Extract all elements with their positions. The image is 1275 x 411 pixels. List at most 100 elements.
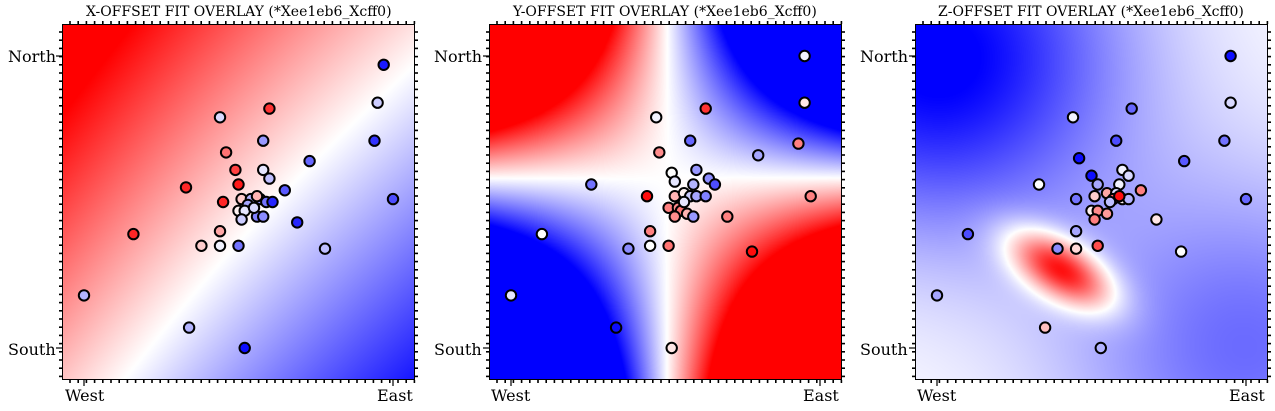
chart-title: X-OFFSET FIT OVERLAY (*Xee1eb6_Xcff0) [86,4,392,20]
x-tick-label-west: West [917,386,957,405]
scatter-point [1218,134,1231,147]
scatter-point [127,227,140,241]
scatter-point [643,239,657,253]
scatter-point [798,96,811,109]
scatter-point [1224,49,1237,63]
scatter-point [930,289,944,302]
scatter-point [792,137,805,150]
y-tick-label-south: South [8,340,56,359]
scatter-point [266,195,279,209]
scatter-point [643,225,657,238]
x-tick-label-east: East [803,386,839,405]
scatter-point [213,239,227,253]
scatter-point [609,321,623,334]
scatter-point [684,134,697,147]
axis-ticks [483,21,845,386]
scatter-points [77,58,400,355]
scatter-point [238,341,251,355]
scatter-point [687,178,700,191]
scatter-point [1239,192,1253,206]
scatter-point [585,178,598,191]
scatter-point [377,58,390,71]
axis-ticks [56,21,418,386]
background-field [489,24,842,380]
scatter-point [257,163,270,177]
plot-area[interactable] [62,24,415,380]
scatter-point [371,96,384,109]
scatter-point [1051,242,1064,255]
y-tick-label-north: North [434,47,483,66]
axis-ticks [909,21,1271,386]
scatter-point [1224,96,1237,109]
scatter-point [1038,321,1052,334]
scatter-point [1100,207,1114,220]
scatter-point [1032,178,1046,191]
scatter-point [504,289,518,302]
y-tick-label-south: South [860,340,908,359]
scatter-point [1091,239,1104,253]
scatter-point [257,210,270,223]
scatter-point [257,134,270,147]
scatter-point [961,227,975,241]
chart-title: Y-OFFSET FIT OVERLAY (*Xee1eb6_Xcff0) [513,4,817,20]
scatter-point [677,195,691,209]
scatter-point [1150,213,1163,226]
scatter-point [1072,152,1086,165]
x-tick-label-east: East [377,386,413,405]
x-tick-label-east: East [1229,386,1265,405]
plot-area[interactable] [489,24,842,380]
scatter-point [640,190,654,203]
scatter-point [1085,169,1098,182]
scatter-point [77,289,91,302]
scatter-point [1088,190,1101,203]
scatter-point [622,242,635,255]
scatter-point [1122,169,1135,182]
chart-title: Z-OFFSET FIT OVERLAY (*Xee1eb6_Xcff0) [938,4,1244,20]
scatter-point [386,192,400,206]
scatter-point [1113,190,1126,203]
scatter-point [195,239,208,253]
scatter-point [1110,134,1123,147]
scatter-point [1091,178,1104,191]
plot-area[interactable] [915,24,1268,380]
scatter-point [690,163,703,177]
scatter-point [229,163,242,177]
scatter-point [235,213,248,226]
scatter-point [278,184,292,197]
scatter-points [504,49,817,355]
scatter-point [263,172,276,185]
scatter-point [303,154,316,168]
scatter-point [291,216,304,229]
x-tick-label-west: West [65,386,105,405]
scatter-point [318,242,332,255]
scatter-point [1134,184,1148,197]
scatter-point [535,227,549,241]
scatter-point [1094,341,1108,355]
scatter-point [179,181,193,194]
scatter-point [232,178,245,191]
scatter-point [804,190,817,203]
scatter-point [650,111,663,124]
scatter-point [662,239,675,253]
scatter-point [219,146,233,159]
y-tick-label-south: South [434,340,482,359]
scatter-point [182,321,196,334]
scatter-point [232,239,245,253]
scatter-point [1174,245,1188,258]
scatter-point [1069,242,1083,255]
x-tick-label-west: West [491,386,531,405]
scatter-point [1088,213,1101,226]
scatter-point [213,111,227,124]
scatter-point [1069,225,1083,238]
scatter-point [250,190,264,203]
scatter-point [745,245,759,258]
scatter-point [665,341,678,355]
scatter-point [708,178,722,191]
scatter-points [930,49,1253,355]
scatter-point [1066,111,1080,124]
scatter-point [1069,192,1083,206]
scatter-point [368,134,381,147]
background-field [915,24,1268,380]
scatter-point [752,149,765,162]
scatter-point [1103,195,1117,209]
